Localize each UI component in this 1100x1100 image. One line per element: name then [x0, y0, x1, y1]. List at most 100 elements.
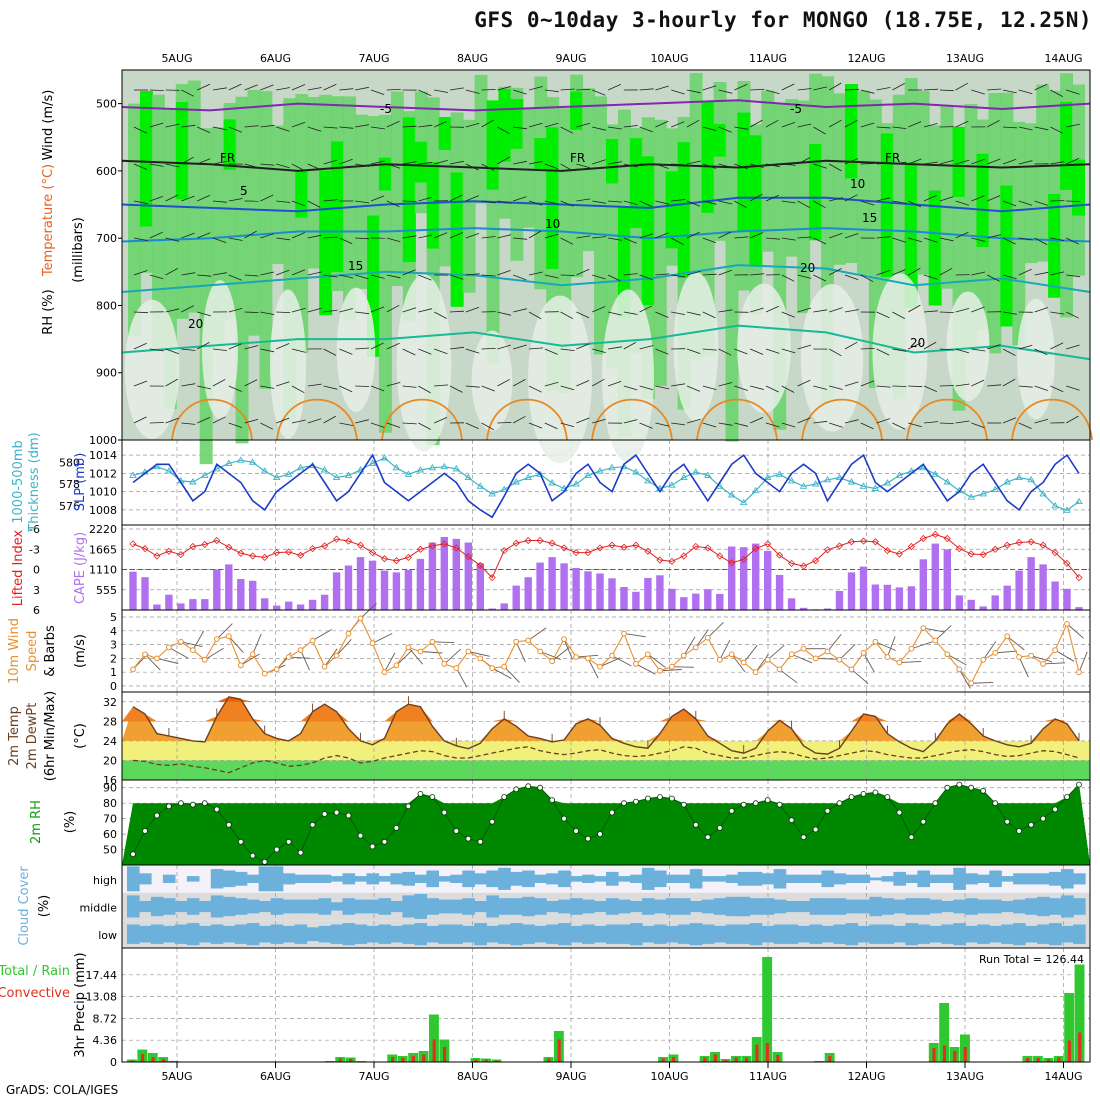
- thickness-point: [1039, 490, 1047, 497]
- rh-column: [151, 94, 165, 351]
- cloud-cell: [390, 873, 403, 885]
- wind-barb: [939, 422, 954, 424]
- wind-barb: [576, 343, 590, 350]
- wind-speed-point: [513, 638, 520, 645]
- wind-barb: [307, 234, 322, 239]
- wind-barb: [133, 270, 148, 276]
- wind-barb: [291, 84, 306, 91]
- wind-barb: [1034, 418, 1049, 424]
- isotherm-25-line: [696, 398, 778, 441]
- thickness-point: [739, 498, 748, 506]
- wind-barb: [307, 271, 322, 276]
- cape-bar: [416, 558, 425, 610]
- wind-barb: [1043, 662, 1066, 665]
- cloud-cell: [869, 877, 882, 881]
- thickness-point: [368, 459, 377, 466]
- wind-barb: [339, 88, 354, 91]
- wind-barb: [971, 89, 985, 95]
- wind-barb: [291, 348, 306, 353]
- wind-speed-point: [932, 637, 939, 644]
- wind-barb: [734, 163, 748, 170]
- rh-dry-patch: [673, 271, 719, 422]
- temp-area-very-hot: [122, 696, 1090, 702]
- wind-barb: [1034, 271, 1049, 276]
- cloud-cell: [1001, 901, 1014, 913]
- thickness-point: [296, 463, 305, 471]
- cloud-cell: [306, 874, 320, 883]
- cape-bar: [285, 601, 293, 610]
- rh-saturated-column: [641, 156, 655, 306]
- wind-barb: [528, 385, 542, 393]
- cape-bar: [548, 557, 556, 610]
- rh-column: [940, 105, 954, 289]
- cloud-cell: [462, 870, 475, 888]
- cloud-cell: [594, 901, 607, 913]
- cloud-cell: [701, 924, 715, 944]
- wind-barb: [655, 348, 669, 355]
- wind-barb: [260, 348, 275, 353]
- wind-barb: [876, 197, 891, 202]
- wind-barb: [892, 385, 907, 387]
- wind-barb: [497, 234, 512, 239]
- wind-barb: [844, 309, 859, 313]
- wind-barb: [908, 267, 921, 276]
- cape-bar: [680, 597, 688, 610]
- wind-barb: [513, 344, 527, 350]
- wind-barb: [420, 651, 443, 654]
- wind-barb: [513, 160, 527, 165]
- wind-barb: [528, 271, 543, 276]
- wind-barb: [402, 348, 416, 356]
- rh-saturated-column: [665, 171, 679, 249]
- wind-barb: [987, 384, 1002, 387]
- wind-barb: [560, 348, 575, 351]
- wind-barb: [829, 385, 843, 390]
- cloud-cell: [498, 867, 511, 890]
- wind-barb: [386, 163, 401, 169]
- wind-speed-point: [501, 663, 508, 670]
- lifted-index-point: [704, 544, 712, 552]
- lifted-index-point: [416, 545, 424, 553]
- cloud-cell: [1037, 896, 1050, 917]
- wind-barb: [228, 237, 243, 241]
- wind-barb: [639, 345, 654, 350]
- wind-barb: [750, 348, 764, 355]
- wind-speed-point: [968, 680, 975, 687]
- wind-barb: [1018, 200, 1033, 206]
- cloud-cell: [630, 901, 643, 913]
- cloud-cell: [749, 898, 763, 915]
- thickness-point: [847, 478, 856, 485]
- wind-barb: [923, 341, 937, 350]
- wind-barb: [655, 200, 670, 205]
- wind-speed-point: [824, 648, 831, 655]
- temp-unit-title: (°C): [73, 723, 88, 749]
- wind-barb: [1006, 635, 1025, 651]
- wind-tick-label: 2: [110, 652, 117, 665]
- wind-barb: [781, 122, 796, 128]
- x-tick-label: 7AUG: [358, 52, 389, 65]
- wind-barb: [1002, 417, 1017, 424]
- cloud-cell: [450, 874, 463, 883]
- cape-bar: [1039, 564, 1047, 610]
- wind-barb: [560, 237, 574, 245]
- rh-point: [764, 797, 771, 803]
- wind-speed-point: [297, 647, 304, 653]
- cloud-cell: [498, 924, 511, 944]
- cloud-cell: [761, 873, 775, 885]
- thickness-point: [464, 473, 473, 481]
- lifted-index-point: [764, 540, 772, 548]
- cape-bar: [380, 570, 389, 610]
- wind-barb: [1066, 385, 1080, 391]
- temp-tick-label: 32: [103, 696, 117, 709]
- wind-barb: [244, 311, 259, 313]
- wind-speed-point: [597, 663, 603, 670]
- wind-barb: [829, 307, 843, 313]
- lifted-index-point: [237, 549, 245, 557]
- lifted-index-point: [955, 545, 963, 553]
- wind-barb: [971, 306, 985, 313]
- precip-convective-bar: [557, 1039, 561, 1062]
- wind-barb: [434, 348, 448, 355]
- cloud-cell: [749, 923, 763, 946]
- wind-barb: [149, 274, 164, 280]
- cape-bar: [452, 538, 460, 610]
- x-tick-label: 10AUG: [650, 52, 688, 65]
